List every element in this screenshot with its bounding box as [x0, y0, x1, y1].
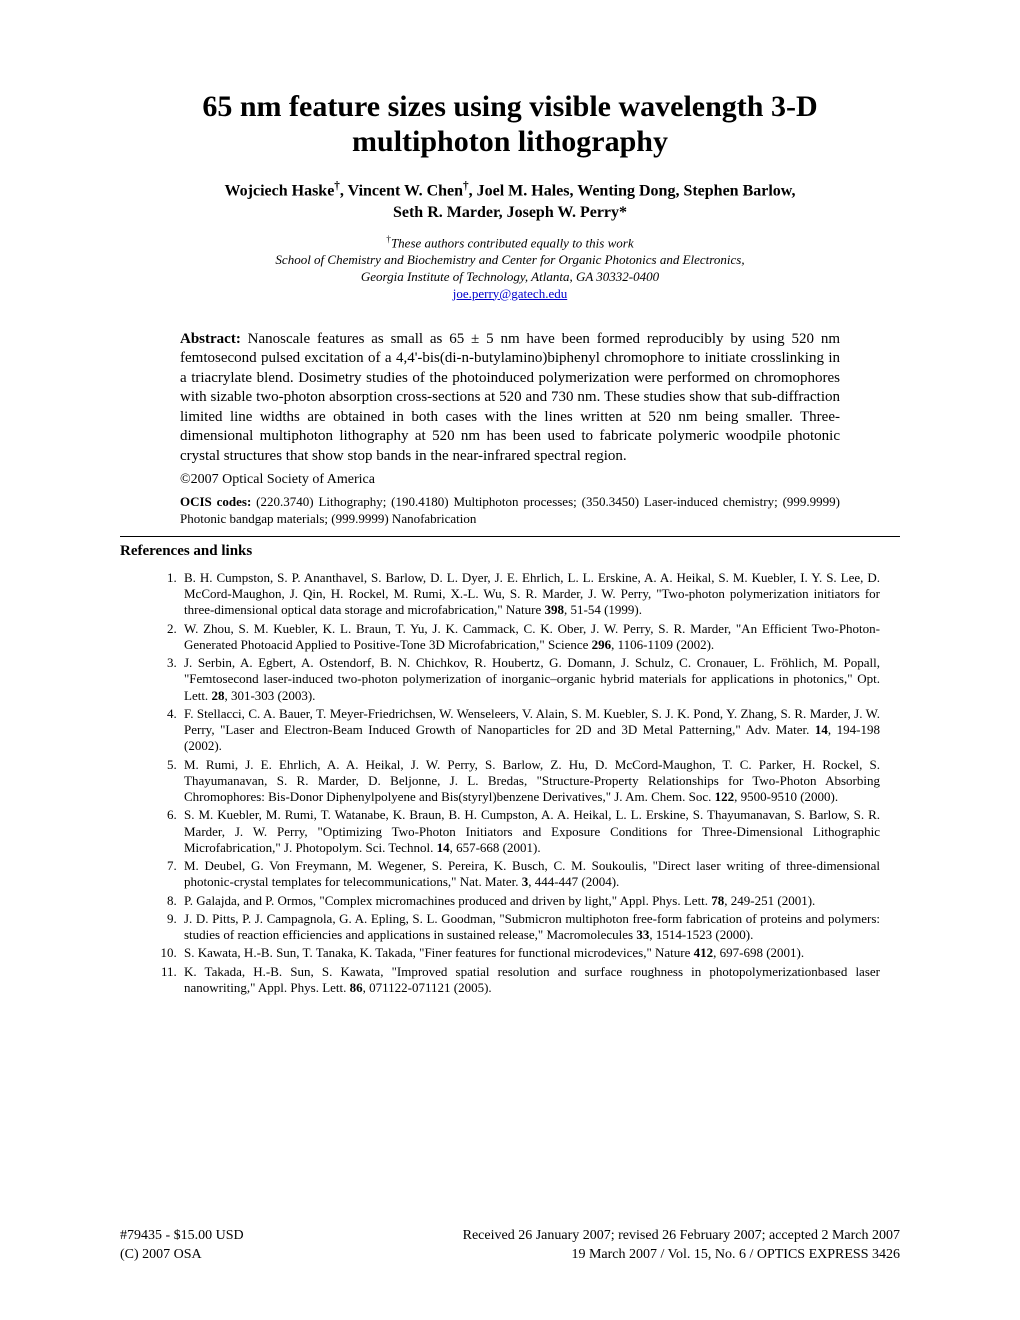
paper-title: 65 nm feature sizes using visible wavele… [120, 90, 900, 159]
abstract-body: Nanoscale features as small as 65 ± 5 nm… [180, 331, 840, 464]
paper-page: 65 nm feature sizes using visible wavele… [0, 0, 1020, 1048]
reference-item: W. Zhou, S. M. Kuebler, K. L. Braun, T. … [180, 621, 880, 654]
authors: Wojciech Haske†, Vincent W. Chen†, Joel … [120, 179, 900, 224]
reference-item: S. M. Kuebler, M. Rumi, T. Watanabe, K. … [180, 807, 880, 856]
corresponding-email[interactable]: joe.perry@gatech.edu [120, 286, 900, 302]
abstract-label: Abstract: [180, 331, 241, 347]
copyright: ©2007 Optical Society of America [180, 472, 840, 488]
abstract-text: Abstract: Nanoscale features as small as… [180, 330, 840, 467]
reference-item: F. Stellacci, C. A. Bauer, T. Meyer-Frie… [180, 706, 880, 755]
reference-item: P. Galajda, and P. Ormos, "Complex micro… [180, 893, 880, 909]
contrib-text: These authors contributed equally to thi… [391, 235, 634, 250]
reference-item: J. D. Pitts, P. J. Campagnola, G. A. Epl… [180, 911, 880, 944]
author-text: , Vincent W. Chen [340, 182, 463, 199]
footer-right: Received 26 January 2007; revised 26 Feb… [463, 1226, 900, 1246]
reference-item: B. H. Cumpston, S. P. Ananthavel, S. Bar… [180, 570, 880, 619]
affiliation-line: School of Chemistry and Biochemistry and… [120, 252, 900, 269]
footer-right: 19 March 2007 / Vol. 15, No. 6 / OPTICS … [571, 1245, 900, 1265]
ocis-codes: OCIS codes: (220.3740) Lithography; (190… [180, 494, 840, 528]
author-text: Wojciech Haske [225, 182, 335, 199]
references-list: B. H. Cumpston, S. P. Ananthavel, S. Bar… [180, 570, 880, 996]
author-text: , Joel M. Hales, Wenting Dong, Stephen B… [469, 182, 796, 199]
footer-left: #79435 - $15.00 USD [120, 1226, 244, 1246]
reference-item: M. Deubel, G. Von Freymann, M. Wegener, … [180, 858, 880, 891]
reference-item: K. Takada, H.-B. Sun, S. Kawata, "Improv… [180, 964, 880, 997]
footer-left: (C) 2007 OSA [120, 1245, 202, 1265]
divider [120, 536, 900, 537]
abstract-block: Abstract: Nanoscale features as small as… [180, 330, 840, 528]
page-footer: #79435 - $15.00 USD Received 26 January … [120, 1226, 900, 1265]
reference-item: S. Kawata, H.-B. Sun, T. Tanaka, K. Taka… [180, 945, 880, 961]
ocis-label: OCIS codes: [180, 494, 251, 509]
affiliation-line: Georgia Institute of Technology, Atlanta… [120, 269, 900, 286]
reference-item: J. Serbin, A. Egbert, A. Ostendorf, B. N… [180, 655, 880, 704]
references-heading: References and links [120, 543, 900, 560]
authors-line2: Seth R. Marder, Joseph W. Perry* [393, 204, 627, 221]
contribution-note: †These authors contributed equally to th… [120, 234, 900, 252]
ocis-body: (220.3740) Lithography; (190.4180) Multi… [180, 494, 840, 526]
email-text: joe.perry@gatech.edu [453, 286, 567, 301]
reference-item: M. Rumi, J. E. Ehrlich, A. A. Heikal, J.… [180, 757, 880, 806]
